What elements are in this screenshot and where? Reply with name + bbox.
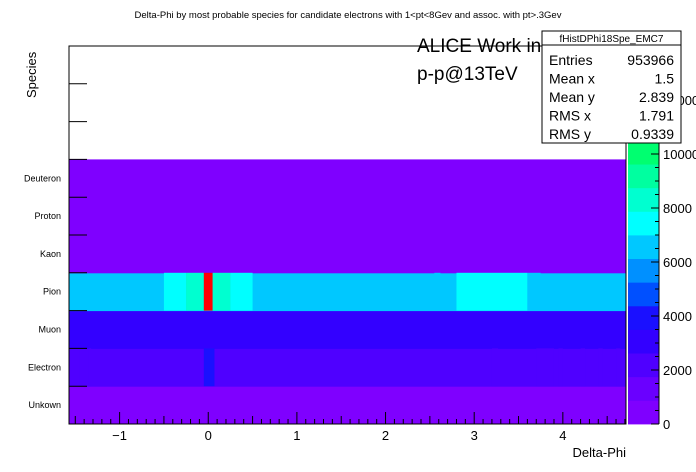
x-tick-label: −1 xyxy=(112,428,127,443)
color-scale-band xyxy=(628,305,659,330)
electron-cell xyxy=(598,348,603,387)
stats-value: 0.9339 xyxy=(631,126,674,142)
electron-cell xyxy=(88,348,92,387)
x-tick-label: 1 xyxy=(293,428,300,443)
color-scale-band xyxy=(628,211,659,236)
color-scale-label: 0 xyxy=(663,417,670,432)
color-scale-band xyxy=(628,235,659,260)
stats-box-title: fHistDPhi18Spe_EMC7 xyxy=(560,34,664,45)
stats-value: 1.791 xyxy=(639,108,674,124)
stats-label: Mean y xyxy=(549,89,595,105)
stats-value: 1.5 xyxy=(655,71,675,87)
row-electron xyxy=(69,348,626,387)
pion-cell xyxy=(527,272,541,311)
y-tick-label: Unkown xyxy=(28,400,61,410)
pion-cell xyxy=(434,272,441,311)
electron-cell xyxy=(203,348,215,387)
x-axis: −1 0 1 2 3 4 xyxy=(74,412,626,443)
electron-cell xyxy=(69,348,80,387)
x-tick-label: 2 xyxy=(382,428,389,443)
y-tick-label: Pion xyxy=(43,287,61,297)
row-pion xyxy=(69,272,626,312)
stats-box-frame xyxy=(541,30,682,144)
stats-label: Mean x xyxy=(549,71,595,87)
color-scale-band xyxy=(628,258,659,283)
stats-label: Entries xyxy=(549,52,593,68)
color-scale-label: 10000 xyxy=(663,147,696,162)
chart-title: Delta-Phi by most probable species for c… xyxy=(135,10,562,21)
x-tick-label: 4 xyxy=(559,428,566,443)
y-axis-label: Species xyxy=(24,51,39,98)
color-scale-label: 8000 xyxy=(663,201,692,216)
x-tick-label: 0 xyxy=(205,428,212,443)
color-scale-label: 4000 xyxy=(663,309,692,324)
electron-cell xyxy=(558,348,563,387)
x-axis-label: Delta-Phi xyxy=(573,445,627,460)
electron-cell xyxy=(616,348,621,387)
pion-cell xyxy=(203,272,213,311)
y-tick-label: Muon xyxy=(38,325,61,335)
pion-cell xyxy=(186,272,204,311)
color-scale-label: 6000 xyxy=(663,255,692,270)
row-unkown xyxy=(69,386,626,425)
y-tick-label: Proton xyxy=(34,211,61,221)
electron-cell xyxy=(491,348,499,387)
row-deuteron xyxy=(69,159,626,198)
color-scale-band xyxy=(628,164,659,189)
pion-cell xyxy=(456,272,528,311)
color-scale-band xyxy=(628,140,659,165)
pion-cell xyxy=(230,272,253,311)
y-tick-label: Deuteron xyxy=(24,173,61,183)
electron-cell xyxy=(536,348,554,387)
color-scale-band xyxy=(628,329,659,354)
y-tick-label: Kaon xyxy=(40,249,61,259)
plot-area xyxy=(69,159,626,425)
stats-value: 2.839 xyxy=(639,89,674,105)
row-kaon xyxy=(69,235,626,274)
stats-label: RMS x xyxy=(549,108,591,124)
color-scale-band xyxy=(628,282,659,307)
stats-box: fHistDPhi18Spe_EMC7 Entries 953966 Mean x 1.… xyxy=(541,30,682,144)
pion-cell xyxy=(212,272,231,311)
electron-cell xyxy=(580,348,586,387)
color-scale-label: 2000 xyxy=(663,363,692,378)
stats-label: RMS y xyxy=(549,126,591,142)
y-tick-label: Electron xyxy=(28,362,61,372)
color-scale-band xyxy=(628,353,659,378)
color-scale-band xyxy=(628,376,659,401)
x-tick-label: 3 xyxy=(471,428,478,443)
stats-value: 953966 xyxy=(627,52,674,68)
pion-cell xyxy=(163,272,187,311)
row-proton xyxy=(69,197,626,236)
row-muon xyxy=(69,310,626,349)
color-scale-band xyxy=(628,400,659,425)
watermark-line-2: p-p@13TeV xyxy=(417,64,518,85)
